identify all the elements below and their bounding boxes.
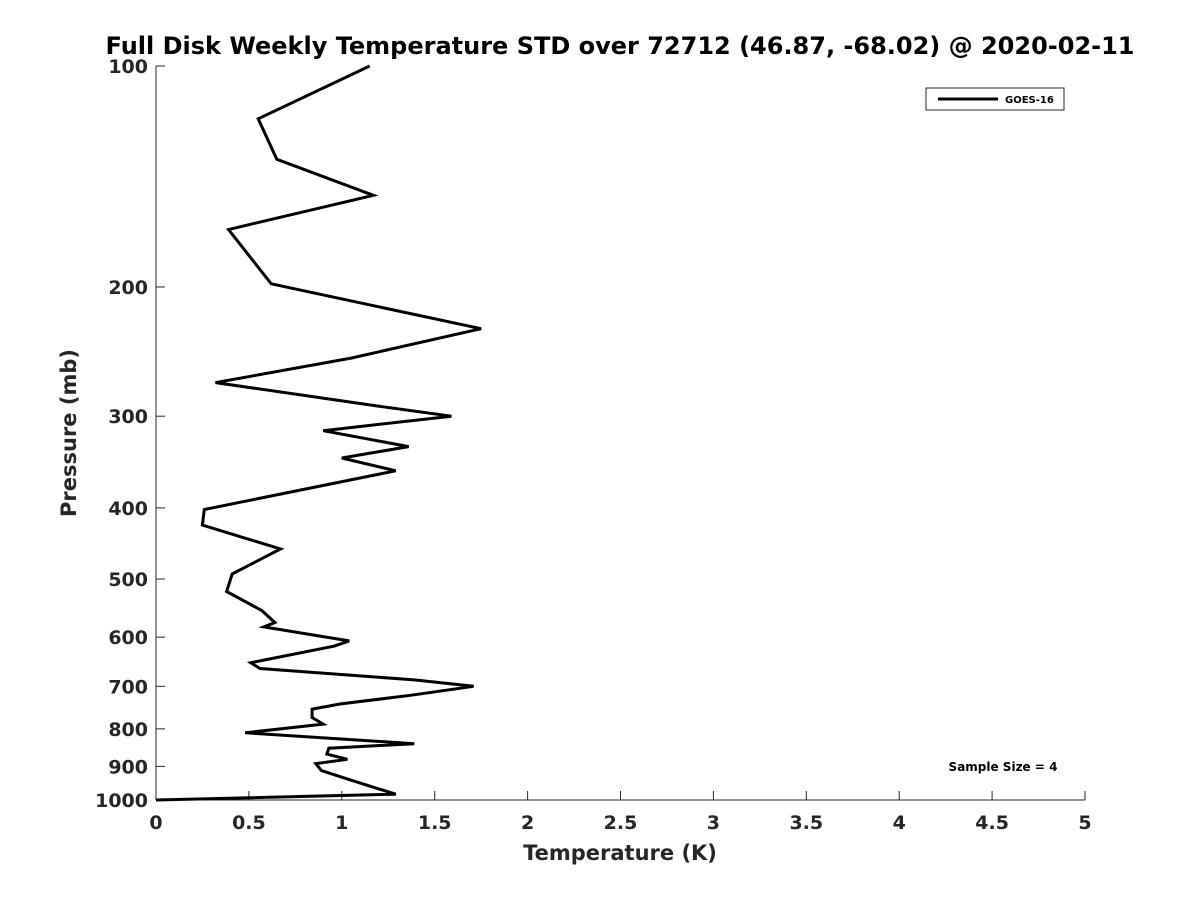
x-tick-label: 1.5	[418, 812, 452, 834]
x-tick-label: 3.5	[789, 812, 823, 834]
y-axis-ticks: 100 200 300 400 500 600 700 800 900 1000	[95, 56, 165, 812]
chart-title: Full Disk Weekly Temperature STD over 72…	[106, 32, 1135, 60]
sample-size-annotation: Sample Size = 4	[949, 760, 1058, 774]
x-tick-label: 0	[149, 812, 162, 834]
x-tick-label: 2	[521, 812, 534, 834]
y-tick-label: 600	[108, 627, 148, 649]
x-tick-label: 4	[893, 812, 906, 834]
x-tick-label: 4.5	[975, 812, 1009, 834]
x-tick-label: 1	[335, 812, 348, 834]
x-tick-label: 0.5	[232, 812, 266, 834]
series-layer	[155, 64, 482, 802]
x-tick-label: 5	[1078, 812, 1091, 834]
y-tick-label: 900	[108, 756, 148, 778]
y-tick-label: 300	[108, 406, 148, 428]
y-tick-label: 700	[108, 676, 148, 698]
y-tick-label: 800	[108, 719, 148, 741]
legend-label-goes-16: GOES-16	[1005, 95, 1054, 106]
x-tick-label: 3	[707, 812, 720, 834]
x-tick-label: 2.5	[604, 812, 638, 834]
series-line-goes-16	[155, 64, 482, 802]
x-axis-label: Temperature (K)	[523, 841, 717, 865]
y-axis-label: Pressure (mb)	[57, 349, 81, 517]
y-tick-label: 100	[108, 56, 148, 78]
y-tick-label: 1000	[95, 790, 148, 812]
x-axis-ticks: 0 0.5 1 1.5 2 2.5 3 3.5 4 4.5 5	[149, 791, 1092, 834]
y-tick-label: 200	[108, 277, 148, 299]
legend: GOES-16	[925, 87, 1065, 111]
y-tick-label: 400	[108, 498, 148, 520]
y-tick-label: 500	[108, 569, 148, 591]
